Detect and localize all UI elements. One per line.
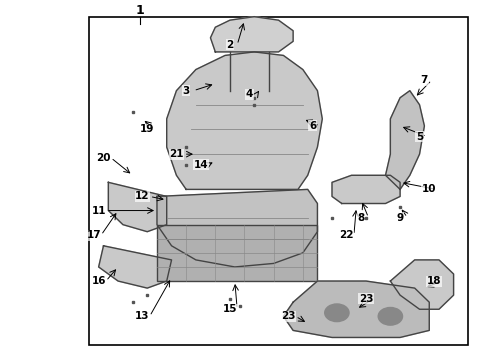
- Polygon shape: [331, 175, 399, 203]
- Polygon shape: [99, 246, 171, 288]
- Text: 1: 1: [135, 4, 144, 17]
- Polygon shape: [108, 183, 166, 232]
- Text: 2: 2: [226, 40, 233, 50]
- Text: 16: 16: [91, 276, 106, 286]
- Polygon shape: [210, 17, 292, 52]
- Text: 23: 23: [358, 294, 372, 304]
- Text: 3: 3: [182, 86, 189, 96]
- Text: 19: 19: [140, 125, 154, 135]
- Text: 12: 12: [135, 192, 149, 202]
- Text: 22: 22: [339, 230, 353, 240]
- Text: 23: 23: [281, 311, 295, 321]
- Text: 17: 17: [86, 230, 101, 240]
- Text: 21: 21: [169, 149, 183, 159]
- Bar: [157, 225, 317, 281]
- Text: 6: 6: [308, 121, 316, 131]
- Polygon shape: [385, 91, 424, 189]
- Text: 14: 14: [193, 160, 207, 170]
- Text: 9: 9: [396, 213, 403, 222]
- Text: 18: 18: [426, 276, 441, 286]
- Polygon shape: [166, 52, 322, 189]
- Text: 4: 4: [245, 89, 252, 99]
- Bar: [89, 17, 467, 345]
- Text: 15: 15: [222, 304, 237, 314]
- Text: 8: 8: [357, 213, 364, 222]
- Polygon shape: [157, 189, 317, 267]
- Text: 20: 20: [96, 153, 110, 163]
- Text: 5: 5: [415, 131, 422, 141]
- Text: 13: 13: [135, 311, 149, 321]
- Text: 11: 11: [91, 206, 106, 216]
- Circle shape: [324, 304, 348, 321]
- Polygon shape: [283, 281, 428, 337]
- Text: 7: 7: [420, 75, 427, 85]
- Circle shape: [377, 307, 402, 325]
- Polygon shape: [389, 260, 453, 309]
- Text: 10: 10: [421, 184, 436, 194]
